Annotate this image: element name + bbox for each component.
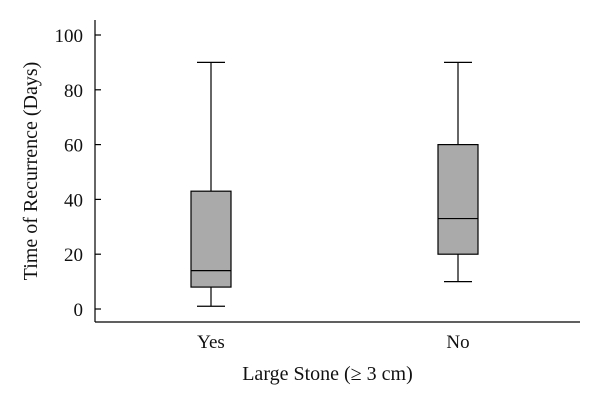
y-axis-title: Time of Recurrence (Days) [20,62,42,281]
y-tick-label-20: 20 [64,245,83,266]
box-no [437,61,479,283]
x-axis-title: Large Stone (≥ 3 cm) [242,363,413,385]
iqr-box-no [437,144,479,255]
x-tick-label-yes: Yes [197,332,225,353]
iqr-box-yes [190,190,232,288]
y-axis-ticks: 0 20 40 60 80 100 [55,26,101,321]
x-tick-label-no: No [446,332,469,353]
box-yes [190,61,232,307]
y-tick-label-100: 100 [55,26,84,47]
x-axis-ticks: Yes No [197,332,469,353]
box-plot-series [190,61,479,307]
y-tick-label-40: 40 [64,190,83,211]
y-tick-label-0: 0 [74,300,84,321]
y-tick-label-80: 80 [64,81,83,102]
y-tick-label-60: 60 [64,136,83,157]
